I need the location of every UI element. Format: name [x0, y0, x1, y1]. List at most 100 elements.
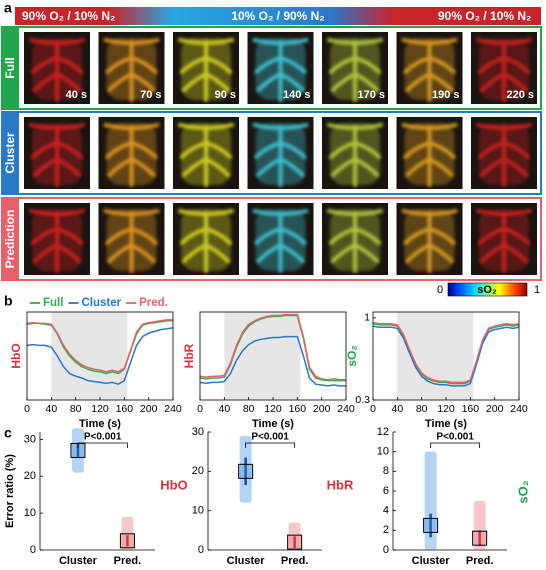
time-label: 170 s	[357, 89, 385, 101]
tile	[173, 117, 239, 189]
mean-box	[472, 530, 488, 546]
y-tick-label: 20	[24, 470, 36, 482]
x-tick-label: 200	[313, 403, 331, 415]
annotation: P<0.001	[436, 432, 474, 443]
tile	[396, 117, 463, 189]
tile-vessels	[327, 123, 383, 187]
y-tick-label: 10	[192, 505, 204, 517]
tile	[322, 203, 388, 275]
row-tab	[2, 112, 19, 194]
time-label: 90 s	[215, 89, 236, 101]
row-label: Prediction	[3, 210, 17, 269]
tile-vessels	[401, 38, 458, 102]
tile-vessels	[401, 123, 458, 187]
x-axis-label: Time (s)	[252, 418, 294, 430]
tile	[396, 203, 463, 275]
y-tick-label: 0	[30, 544, 36, 556]
tile	[471, 32, 537, 104]
row-tab	[2, 198, 19, 280]
tile-vessels	[401, 209, 458, 273]
tile	[471, 117, 537, 189]
shaded-span	[51, 312, 128, 400]
y-tick-label: 0	[383, 544, 389, 556]
colorbar-tick: 0	[437, 284, 443, 296]
annotation: P<0.001	[84, 432, 122, 443]
tile	[24, 117, 90, 189]
tile-vessels	[252, 123, 309, 187]
x-tick-label: 240	[510, 403, 528, 415]
series-label: HbO	[160, 477, 187, 492]
x-axis-label: Time (s)	[425, 418, 467, 430]
gas-label: 90% O₂ / 10% N₂	[22, 9, 115, 23]
colorbar	[447, 282, 528, 297]
y-tick-label: 0.3	[355, 394, 370, 406]
tile	[98, 32, 165, 104]
y-tick-label: 1	[364, 312, 370, 324]
shaded-span	[224, 312, 301, 400]
mean-box	[119, 533, 135, 549]
x-tick-label: 120	[91, 403, 109, 415]
x-tick-label: Pred.	[281, 555, 309, 565]
panel-label: a	[4, 0, 12, 16]
tile-vessels	[327, 38, 383, 102]
y-tick-label: 8	[383, 465, 389, 477]
series-line	[199, 335, 346, 387]
point-cloud	[424, 451, 437, 550]
tile-vessels	[103, 38, 160, 102]
tile	[322, 117, 388, 189]
tile	[247, 117, 314, 189]
y-tick-label: 10	[24, 507, 36, 519]
panel-label: c	[4, 425, 12, 441]
gas-label: 10% O₂ / 90% N₂	[231, 9, 324, 23]
x-tick-label: 200	[486, 403, 504, 415]
significance-bracket	[245, 442, 296, 448]
tile-vessels	[103, 209, 160, 273]
tile	[247, 203, 314, 275]
x-tick-label: 160	[289, 403, 307, 415]
gas-label: 90% O₂ / 10% N₂	[438, 9, 531, 23]
tile-vessels	[178, 123, 234, 187]
tile	[396, 32, 463, 104]
y-tick-label: 4	[383, 505, 389, 517]
x-tick-label: Cluster	[227, 555, 266, 565]
colorbar-tick: 1	[534, 284, 540, 296]
tile-vessels	[178, 209, 234, 273]
y-tick-label: 0	[198, 544, 204, 556]
x-tick-label: 80	[416, 403, 428, 415]
tile	[471, 203, 537, 275]
y-axis-label: Error ratio (%)	[4, 454, 16, 528]
legend-label: Full	[43, 297, 63, 309]
tile-vessels	[29, 38, 85, 102]
row-tab	[2, 27, 19, 109]
x-tick-label: 40	[218, 403, 230, 415]
x-tick-label: 200	[140, 403, 158, 415]
time-label: 140 s	[283, 89, 311, 101]
x-tick-label: 120	[264, 403, 282, 415]
y-tick-label: 30	[24, 433, 36, 445]
shaded-span	[397, 312, 474, 400]
tile-vessels	[476, 209, 532, 273]
tile-vessels	[103, 123, 160, 187]
time-label: 40 s	[66, 89, 87, 101]
x-tick-label: 160	[116, 403, 134, 415]
row-label: Full	[3, 57, 17, 78]
colorbar-label: sO₂	[477, 284, 497, 296]
gas-bar	[15, 7, 541, 25]
y-axis-label: HbR	[182, 343, 196, 368]
x-tick-label: 80	[243, 403, 255, 415]
x-tick-label: Pred.	[466, 555, 494, 565]
tile-vessels	[29, 123, 85, 187]
tile	[98, 203, 165, 275]
tile	[98, 117, 165, 189]
x-tick-label: 80	[70, 403, 82, 415]
series-line	[372, 325, 520, 387]
x-axis-label: Time (s)	[79, 418, 121, 430]
time-label: 220 s	[506, 89, 534, 101]
point-cloud	[473, 500, 486, 550]
x-tick-label: 240	[164, 403, 182, 415]
tile	[24, 32, 90, 104]
series-line	[26, 327, 174, 386]
tile	[247, 32, 314, 104]
y-tick-label: 20	[192, 465, 204, 477]
